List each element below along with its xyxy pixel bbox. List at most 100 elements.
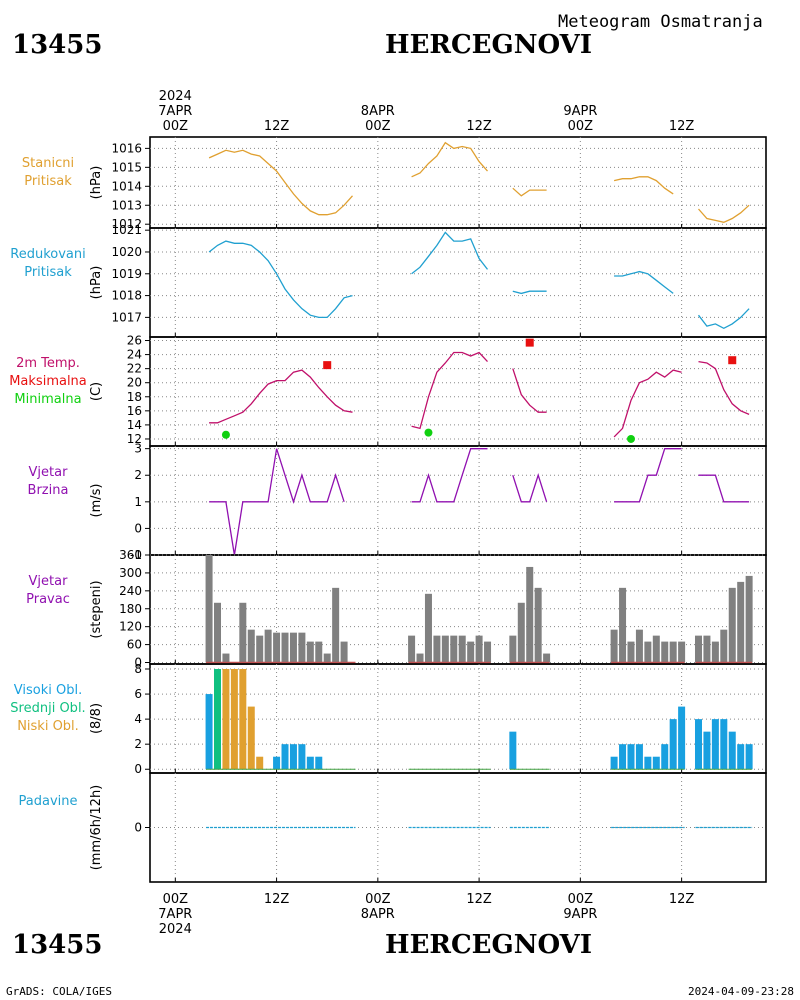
series-line [208,240,353,319]
wind-direction-bar [678,641,686,663]
y-tick-label: 1013 [111,198,142,212]
series-line [411,231,489,275]
time-label-top: 12Z [264,119,290,134]
meteogram-subtitle: Meteogram Osmatranja [558,12,763,32]
y-axis-label: (hPa) [89,166,104,200]
wind-direction-bar [205,555,213,663]
y-tick-label: 0 [134,821,142,835]
cloud-bar [720,719,728,770]
y-tick-label: 16 [127,404,142,418]
cloud-bar [222,669,230,770]
cloud-bar [281,744,289,770]
cloud-bar [711,719,719,770]
y-tick-label: 24 [127,348,142,362]
cloud-bar [678,706,686,770]
wind-direction-bar [703,635,711,663]
credit-text: GrADS: COLA/IGES [6,985,112,998]
wind-direction-bar [247,629,255,663]
panel-label: 2m Temp. [16,356,80,371]
panel-label: Vjetar [29,574,69,589]
wind-direction-bar [652,635,660,663]
y-tick-label: 120 [119,620,142,634]
time-label-top: 12Z [669,119,695,134]
cloud-bar [644,756,652,770]
time-label-top: 2024 [159,89,192,104]
y-tick-label: 240 [119,584,142,598]
series-line [614,270,674,294]
wind-direction-bar [332,587,340,663]
panel-label: Pritisak [24,265,72,280]
panel-label: Pravac [26,592,70,607]
panel-label: Vjetar [29,465,69,480]
y-axis-label: (C) [89,382,104,401]
wind-direction-bar [534,587,542,663]
wind-direction-bar [627,641,635,663]
wind-direction-bar [214,602,222,663]
panel-label: Maksimalna [9,374,87,389]
time-label-top: 00Z [365,119,391,134]
min-temp-marker [221,430,230,439]
cloud-bar [661,744,669,770]
time-label-bottom: 9APR [563,907,597,922]
wind-direction-bar [745,575,753,663]
generated-timestamp: 2024-04-09-23:28 [688,985,794,998]
wind-direction-bar [264,629,272,663]
wind-direction-bar [526,566,534,663]
panel-label: Pritisak [24,174,72,189]
y-tick-label: 0 [134,656,142,670]
wind-direction-bar [450,635,458,663]
cloud-bar [737,744,745,770]
wind-direction-bar [458,635,466,663]
time-label-top: 7APR [158,104,192,119]
y-axis-label: (8/8) [89,703,104,734]
y-tick-label: 8 [134,662,142,676]
cloud-bar [306,756,314,770]
cloud-bar [610,756,618,770]
wind-direction-bar [720,629,728,663]
y-tick-label: 1015 [111,160,142,174]
wind-direction-bar [239,602,247,663]
cloud-bar [247,706,255,770]
max-temp-marker [323,361,332,370]
wind-direction-bar [619,587,627,663]
series-line [411,141,488,178]
series-line [613,369,682,438]
cloud-bar [315,756,323,770]
cloud-bar [619,744,627,770]
panel-frame [149,445,767,556]
wind-direction-bar [273,632,281,663]
cloud-bar [669,719,677,770]
wind-direction-bar [635,629,643,663]
y-tick-label: 1020 [111,245,142,259]
station-name-top: HERCEGNOVI [385,30,592,60]
series-line [697,308,750,330]
y-tick-label: 1016 [111,141,142,155]
wind-direction-bar [298,632,306,663]
y-tick-label: 22 [127,362,142,376]
cloud-bar [703,731,711,770]
y-tick-label: 0 [134,762,142,776]
y-axis-label: (m/s) [89,484,104,518]
cloud-bar [239,669,247,770]
panel-label: Srednji Obl. [10,701,85,716]
time-label-top: 9APR [563,104,597,119]
cloud-bar [652,756,660,770]
cloud-bar [256,756,264,770]
y-axis-label: (stepeni) [89,580,104,638]
time-label-bottom: 12Z [669,892,695,907]
series-line [512,290,547,295]
panel-frame [149,227,767,338]
time-label-bottom: 2024 [159,922,192,937]
wind-direction-bar [441,635,449,663]
time-label-bottom: 12Z [466,892,492,907]
min-temp-marker [424,428,433,437]
series-line [512,187,547,197]
panel-label: Niski Obl. [17,719,79,734]
wind-direction-bar [467,641,475,663]
wind-direction-bar [669,641,677,663]
time-label-bottom: 12Z [264,892,290,907]
y-tick-label: 1014 [111,179,142,193]
time-label-top: 8APR [361,104,395,119]
y-axis-label: (hPa) [89,266,104,300]
station-id-bottom: 13455 [12,930,103,960]
